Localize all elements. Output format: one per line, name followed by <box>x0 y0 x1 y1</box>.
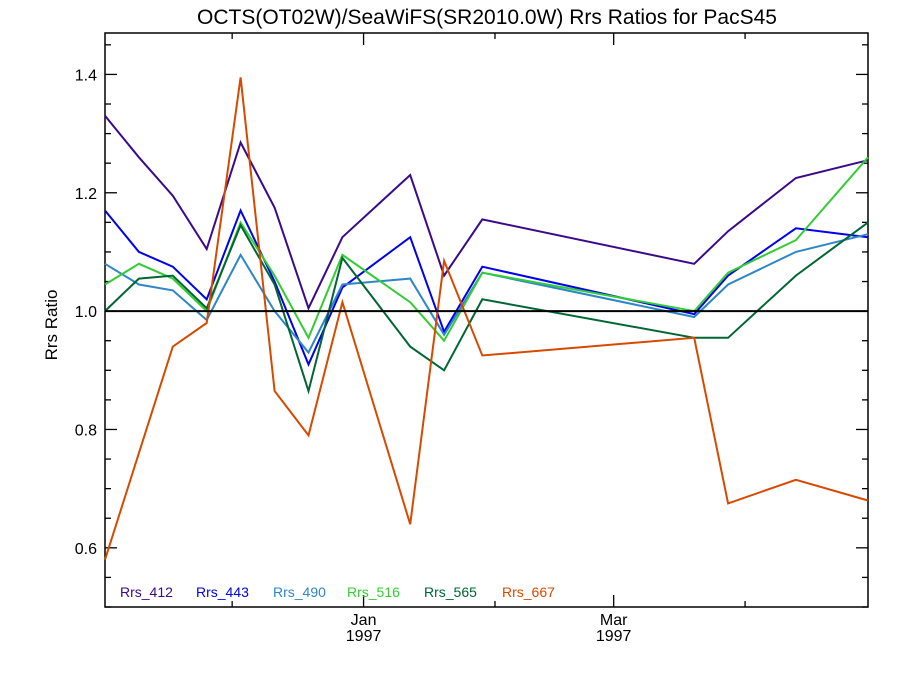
x-tick-label: Jan <box>351 612 377 629</box>
plot-frame <box>104 32 869 608</box>
y-tick-label: 0.8 <box>75 422 97 439</box>
legend-label: Rrs_443 <box>196 584 249 600</box>
series-line-rrs-565 <box>104 221 869 395</box>
legend-label: Rrs_516 <box>347 584 400 600</box>
legend-label: Rrs_490 <box>273 584 326 600</box>
series-line-rrs-412 <box>104 115 869 311</box>
legend-label: Rrs_667 <box>502 584 555 600</box>
y-tick-label: 0.6 <box>75 541 97 558</box>
series-line-rrs-443 <box>104 207 869 367</box>
series-line-rrs-667 <box>104 77 869 561</box>
chart-title: OCTS(OT02W)/SeaWiFS(SR2010.0W) Rrs Ratio… <box>197 6 777 29</box>
x-tick-label-year: 1997 <box>346 628 382 645</box>
x-tick-label-year: 1997 <box>596 628 632 645</box>
y-tick-label: 1.0 <box>75 304 97 321</box>
y-tick-label: 1.4 <box>75 67 97 84</box>
legend-label: Rrs_412 <box>120 584 173 600</box>
y-axis-label: Rrs Ratio <box>42 290 61 361</box>
y-tick-label: 1.2 <box>75 186 97 203</box>
series-line-rrs-490 <box>104 233 869 355</box>
x-tick-label: Mar <box>600 612 628 629</box>
series-line-rrs-516 <box>104 156 869 343</box>
legend-label: Rrs_565 <box>424 584 477 600</box>
